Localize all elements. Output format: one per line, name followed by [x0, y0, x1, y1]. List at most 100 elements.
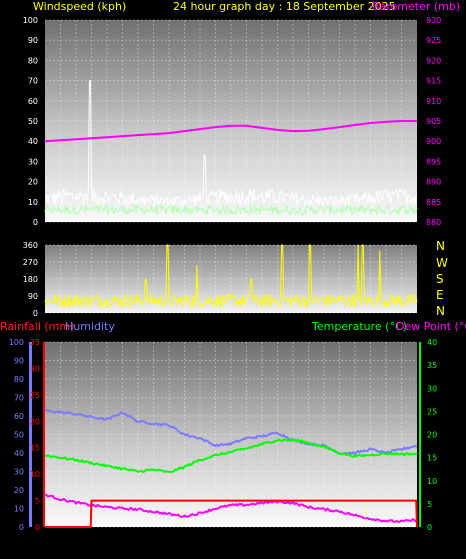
temperature-y-tick-label: 10 — [427, 477, 437, 486]
climate-x-tick-label: 14 — [257, 537, 267, 546]
windspeed-x-tick-label: 04 — [102, 231, 112, 240]
barometer-y-tick-label: 890 — [426, 178, 441, 187]
humidity-y-tick-label: 10 — [14, 505, 24, 514]
dewpoint-title: Dew Point (°C) — [396, 320, 466, 333]
barometer-y-tick-label: 900 — [426, 137, 441, 146]
direction-x-tick-label: 16 — [288, 321, 298, 330]
humidity-y-tick-label: 60 — [14, 412, 24, 421]
rainfall-y-tick-label: 20 — [30, 417, 40, 426]
direction-x-tick-label: 22 — [381, 321, 391, 330]
barometer-y-tick-label: 930 — [426, 16, 441, 25]
climate-x-tick-label: 20 — [350, 537, 360, 546]
climate-x-tick-label: 04 — [102, 537, 112, 546]
humidity-y-tick-label: 0 — [19, 523, 24, 532]
rainfall-y-tick-label: 25 — [30, 391, 40, 400]
direction-y-tick-label: 270 — [23, 258, 38, 267]
climate-x-tick-label: 06 — [133, 537, 143, 546]
humidity-y-tick-label: 90 — [14, 357, 24, 366]
humidity-axis-bar — [29, 342, 32, 527]
climate-x-tick-label: 10 — [195, 537, 205, 546]
dewpoint-line — [44, 493, 418, 523]
direction-x-tick-label: 14 — [257, 321, 267, 330]
humidity-y-tick-label: 100 — [9, 338, 24, 347]
rainfall-y-tick-label: 0 — [35, 523, 40, 532]
windspeed-y-tick-label: 40 — [28, 137, 38, 146]
barometer-y-tick-label: 915 — [426, 77, 441, 86]
climate-x-tick-label: 22 — [381, 537, 391, 546]
barometer-y-tick-label: 880 — [426, 218, 441, 227]
climate-x-tick-label: 02 — [71, 537, 81, 546]
direction-x-tick-label: 06 — [133, 321, 143, 330]
wind-direction-line — [44, 244, 418, 308]
temperature-y-tick-label: 0 — [427, 523, 432, 532]
rainfall-y-tick-label: 10 — [30, 470, 40, 479]
rainfall-y-tick-label: 35 — [30, 338, 40, 347]
direction-label-s: S — [436, 272, 444, 286]
windspeed-x-tick-label: 20 — [350, 231, 360, 240]
direction-label-n-bottom: N — [436, 304, 445, 318]
temperature-y-tick-label: 25 — [427, 407, 437, 416]
climate-x-tick-label: 08 — [164, 537, 174, 546]
direction-y-tick-label: 360 — [23, 241, 38, 250]
climate-x-tick-label: 00 — [412, 537, 422, 546]
humidity-y-tick-label: 30 — [14, 468, 24, 477]
barometer-y-tick-label: 895 — [426, 157, 441, 166]
rainfall-y-tick-label: 30 — [30, 364, 40, 373]
rainfall-line — [45, 499, 418, 528]
temperature-axis-bar — [419, 342, 421, 527]
windspeed-x-tick-label: 08 — [164, 231, 174, 240]
direction-label-n-top: N — [436, 239, 445, 253]
humidity-y-tick-label: 20 — [14, 486, 24, 495]
barometer-y-tick-label: 885 — [426, 198, 441, 207]
climate-x-tick-label: 12 — [226, 537, 236, 546]
barometer-y-tick-label: 910 — [426, 97, 441, 106]
climate-x-tick-label: 18 — [319, 537, 329, 546]
windspeed-x-tick-label: 02 — [71, 231, 81, 240]
windspeed-y-tick-label: 20 — [28, 178, 38, 187]
direction-y-tick-label: 0 — [33, 309, 38, 318]
rainfall-y-tick-label: 5 — [35, 497, 40, 506]
windspeed-x-tick-label: 14 — [257, 231, 267, 240]
barometer-y-tick-label: 905 — [426, 117, 441, 126]
windspeed-x-tick-label: 10 — [195, 231, 205, 240]
windspeed-x-tick-label: 00 — [412, 231, 422, 240]
temperature-title: Temperature (°C) — [311, 320, 407, 333]
rainfall-title: Rainfall (mm) — [0, 320, 74, 333]
direction-x-tick-label: 20 — [350, 321, 360, 330]
windspeed-y-tick-label: 90 — [28, 36, 38, 45]
windspeed-y-tick-label: 60 — [28, 97, 38, 106]
temperature-y-tick-label: 5 — [427, 500, 432, 509]
graph-date-title: 24 hour graph day : 18 September 2025 — [173, 0, 396, 13]
barometer-title: Barometer (mb) — [372, 0, 460, 13]
windspeed-y-tick-label: 70 — [28, 77, 38, 86]
direction-x-tick-label: 18 — [319, 321, 329, 330]
direction-label-w: W — [436, 256, 448, 270]
temperature-y-tick-label: 15 — [427, 454, 437, 463]
humidity-y-tick-label: 80 — [14, 375, 24, 384]
direction-x-tick-label: 02 — [71, 321, 81, 330]
climate-x-tick-label: 16 — [288, 537, 298, 546]
temperature-y-tick-label: 35 — [427, 361, 437, 370]
direction-x-tick-label: 08 — [164, 321, 174, 330]
wind-gust-line — [44, 80, 418, 207]
windspeed-y-tick-label: 80 — [28, 56, 38, 65]
direction-x-tick-label: 10 — [195, 321, 205, 330]
direction-label-e: E — [436, 288, 444, 302]
barometer-y-tick-label: 920 — [426, 56, 441, 65]
temperature-line — [44, 438, 418, 473]
barometer-line — [44, 120, 417, 143]
humidity-y-tick-label: 50 — [14, 431, 24, 440]
windspeed-y-tick-label: 100 — [23, 16, 38, 25]
windspeed-title: Windspeed (kph) — [33, 0, 126, 13]
windspeed-panel-background — [45, 20, 417, 222]
windspeed-y-tick-label: 50 — [28, 117, 38, 126]
windspeed-y-tick-label: 10 — [28, 198, 38, 207]
direction-x-tick-label: 04 — [102, 321, 112, 330]
direction-y-tick-label: 90 — [28, 292, 38, 301]
climate-panel-background — [45, 342, 417, 527]
windspeed-x-tick-label: 16 — [288, 231, 298, 240]
barometer-y-tick-label: 925 — [426, 36, 441, 45]
windspeed-x-tick-label: 18 — [319, 231, 329, 240]
